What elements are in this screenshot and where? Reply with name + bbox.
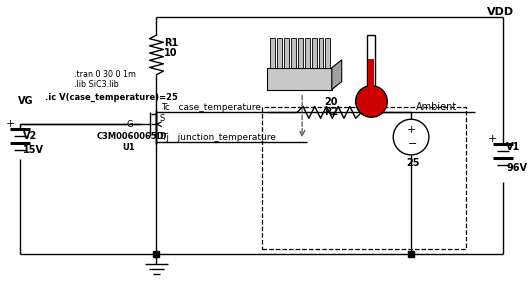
Bar [319, 38, 323, 68]
Text: D: D [160, 132, 166, 140]
Text: R1: R1 [164, 38, 179, 48]
Text: −: − [408, 139, 418, 149]
Text: R2: R2 [324, 107, 339, 117]
Bar [270, 38, 276, 68]
Text: +: + [487, 134, 497, 144]
Bar [291, 38, 296, 68]
Bar [268, 68, 332, 90]
Bar [305, 38, 310, 68]
Text: 10: 10 [164, 48, 178, 58]
Bar [277, 38, 282, 68]
Bar [298, 38, 303, 68]
Text: VDD: VDD [487, 7, 514, 17]
Text: .lib SiC3.lib: .lib SiC3.lib [74, 80, 119, 89]
Bar [312, 38, 316, 68]
Text: 96V: 96V [506, 163, 527, 173]
Text: C3M0060065D: C3M0060065D [97, 132, 165, 140]
Text: +: + [407, 125, 417, 135]
Text: 15V: 15V [23, 145, 44, 155]
Text: VG: VG [18, 96, 33, 106]
Text: Tj   junction_temperature: Tj junction_temperature [162, 133, 276, 142]
Text: .ic V(case_temperature)=25: .ic V(case_temperature)=25 [45, 93, 178, 102]
Bar [325, 38, 330, 68]
Text: Tc   case_temperature: Tc case_temperature [162, 103, 261, 112]
Text: +: + [6, 119, 15, 129]
Text: .tran 0 30 0 1m: .tran 0 30 0 1m [74, 70, 136, 79]
Bar [262, 107, 465, 249]
Text: Ambient: Ambient [416, 102, 457, 112]
Bar [368, 59, 374, 88]
Text: 20: 20 [324, 98, 338, 107]
Text: V2: V2 [23, 131, 37, 141]
Circle shape [356, 86, 387, 117]
Bar [367, 35, 375, 88]
Text: 25: 25 [406, 158, 420, 168]
Text: G: G [126, 120, 132, 129]
Text: V1: V1 [506, 142, 520, 152]
Text: U1: U1 [122, 143, 135, 152]
Polygon shape [332, 60, 342, 90]
Text: S: S [160, 114, 165, 123]
Bar [284, 38, 289, 68]
